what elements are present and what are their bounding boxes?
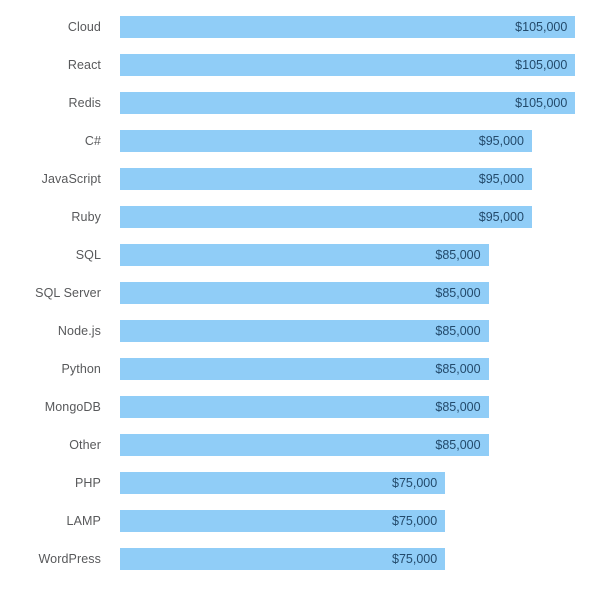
bar-row: PHP $75,000 — [0, 464, 610, 502]
category-label: LAMP — [66, 514, 101, 528]
category-label: MongoDB — [44, 400, 101, 414]
bar-track: $85,000 — [120, 396, 610, 418]
category-label: Node.js — [57, 324, 101, 338]
category-label: Redis — [68, 96, 101, 110]
bar-row: WordPress $75,000 — [0, 540, 610, 578]
category-label: Python — [61, 362, 101, 376]
bar[interactable]: $75,000 — [120, 548, 446, 570]
bar-track: $105,000 — [120, 16, 610, 38]
bar-track: $75,000 — [120, 472, 610, 494]
category-label: PHP — [74, 476, 101, 490]
category-label: WordPress — [38, 552, 101, 566]
category-label: Cloud — [67, 20, 101, 34]
bar-value-label: $105,000 — [515, 96, 568, 110]
bar[interactable]: $105,000 — [120, 16, 576, 38]
bar-row: Python $85,000 — [0, 350, 610, 388]
category-label: Ruby — [71, 210, 101, 224]
bar[interactable]: $95,000 — [120, 206, 532, 228]
bar-value-label: $85,000 — [435, 248, 481, 262]
bar[interactable]: $75,000 — [120, 472, 446, 494]
bar-track: $75,000 — [120, 510, 610, 532]
category-label: C# — [84, 134, 101, 148]
bar-row: MongoDB $85,000 — [0, 388, 610, 426]
bar-track: $75,000 — [120, 548, 610, 570]
bar-value-label: $85,000 — [435, 324, 481, 338]
bar-row: LAMP $75,000 — [0, 502, 610, 540]
bar-track: $85,000 — [120, 358, 610, 380]
bar-row: Cloud $105,000 — [0, 8, 610, 46]
category-label: React — [67, 58, 101, 72]
bar[interactable]: $75,000 — [120, 510, 446, 532]
bar[interactable]: $85,000 — [120, 244, 489, 266]
category-label: JavaScript — [41, 172, 101, 186]
bar-value-label: $85,000 — [435, 400, 481, 414]
bar[interactable]: $95,000 — [120, 168, 532, 190]
bar-row: SQL Server $85,000 — [0, 274, 610, 312]
bar-value-label: $75,000 — [392, 514, 438, 528]
bar-track: $95,000 — [120, 130, 610, 152]
bar-row: Ruby $95,000 — [0, 198, 610, 236]
bar[interactable]: $85,000 — [120, 320, 489, 342]
category-label: SQL Server — [35, 286, 101, 300]
bar-track: $85,000 — [120, 244, 610, 266]
bar-value-label: $105,000 — [515, 20, 568, 34]
bar-row: JavaScript $95,000 — [0, 160, 610, 198]
bar[interactable]: $105,000 — [120, 92, 576, 114]
bar[interactable]: $105,000 — [120, 54, 576, 76]
bar-track: $95,000 — [120, 206, 610, 228]
bar-value-label: $105,000 — [515, 58, 568, 72]
bar-row: Redis $105,000 — [0, 84, 610, 122]
bar-row: C# $95,000 — [0, 122, 610, 160]
bar-value-label: $85,000 — [435, 286, 481, 300]
bar[interactable]: $85,000 — [120, 358, 489, 380]
bar-row: SQL $85,000 — [0, 236, 610, 274]
bar-track: $105,000 — [120, 54, 610, 76]
bar[interactable]: $85,000 — [120, 282, 489, 304]
category-label: SQL — [75, 248, 101, 262]
bar[interactable]: $85,000 — [120, 434, 489, 456]
bar-row: React $105,000 — [0, 46, 610, 84]
bar-track: $85,000 — [120, 320, 610, 342]
bar-row: Node.js $85,000 — [0, 312, 610, 350]
bar-value-label: $95,000 — [478, 172, 524, 186]
bar-track: $105,000 — [120, 92, 610, 114]
bar-value-label: $75,000 — [392, 552, 438, 566]
bar-row: Other $85,000 — [0, 426, 610, 464]
bar-value-label: $85,000 — [435, 362, 481, 376]
bar-value-label: $75,000 — [392, 476, 438, 490]
bar-value-label: $95,000 — [478, 210, 524, 224]
bar-value-label: $85,000 — [435, 438, 481, 452]
bar-value-label: $95,000 — [478, 134, 524, 148]
bar[interactable]: $85,000 — [120, 396, 489, 418]
bar-track: $85,000 — [120, 282, 610, 304]
category-label: Other — [69, 438, 101, 452]
bar-track: $95,000 — [120, 168, 610, 190]
bar-track: $85,000 — [120, 434, 610, 456]
bar[interactable]: $95,000 — [120, 130, 532, 152]
